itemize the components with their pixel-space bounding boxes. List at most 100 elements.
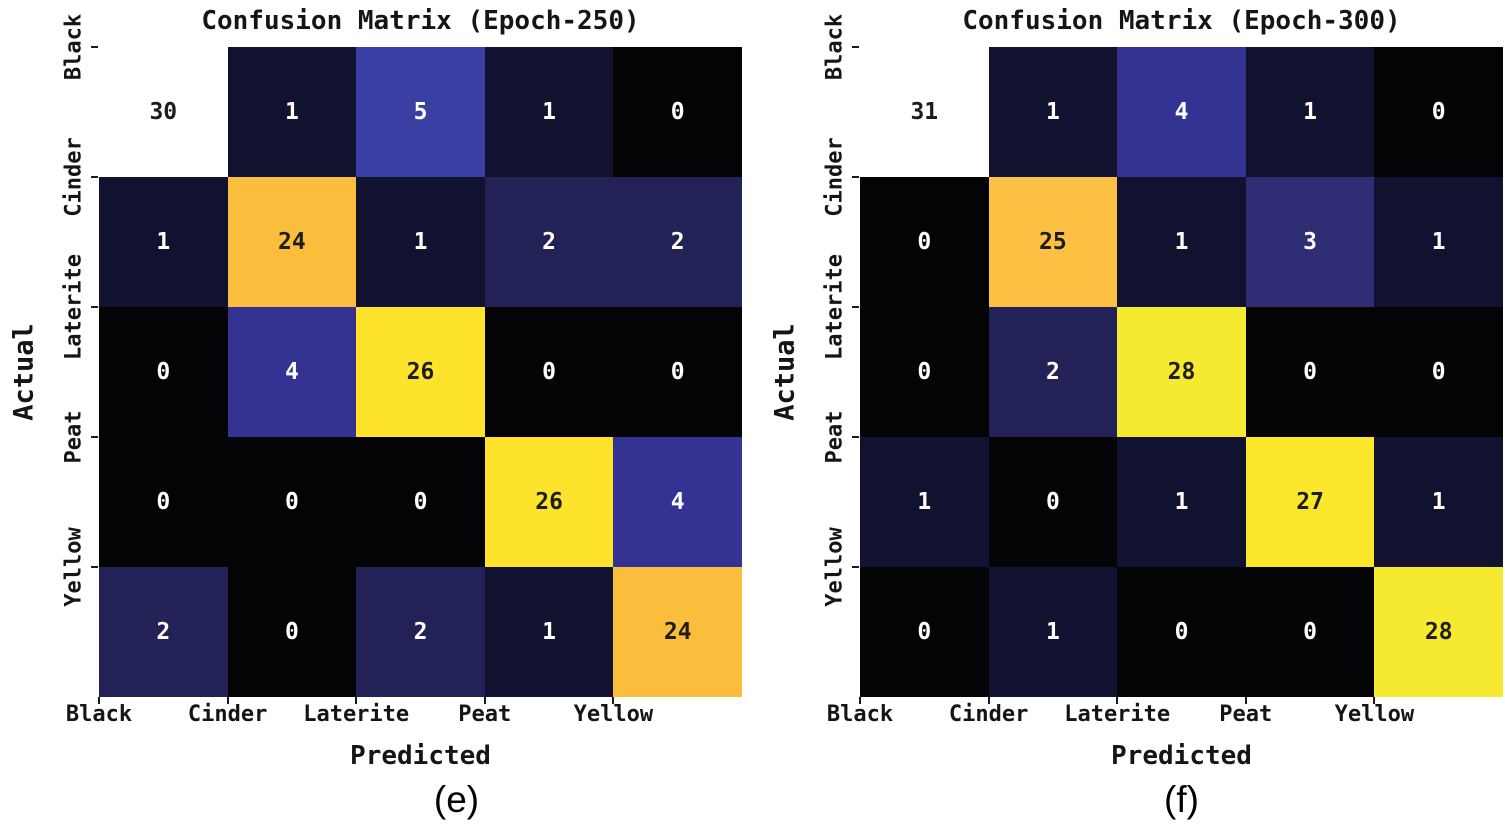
matrix-cell: 0	[227, 437, 357, 567]
x-tick	[859, 697, 861, 704]
matrix-cell: 1	[1245, 47, 1375, 177]
x-axis-title: Predicted	[1111, 741, 1252, 771]
y-tick	[91, 176, 98, 178]
matrix-cell: 2	[613, 177, 742, 307]
matrix-cell: 25	[988, 177, 1118, 307]
y-tick-label: Laterite	[822, 254, 848, 360]
matrix-cell: 1	[988, 567, 1118, 697]
plot-title: Confusion Matrix (Epoch-300)	[962, 6, 1401, 36]
y-ticks	[91, 46, 99, 697]
x-tick-label: Cinder	[948, 702, 1029, 727]
matrix-cell: 0	[99, 437, 228, 567]
matrix-cell: 1	[227, 47, 357, 177]
y-tick-label: Peat	[822, 410, 848, 464]
matrix-cell: 1	[988, 47, 1118, 177]
x-tick	[987, 697, 990, 704]
matrix-cell: 27	[1245, 437, 1375, 567]
matrix-cell: 1	[356, 177, 485, 307]
y-tick-label: Peat	[61, 410, 87, 464]
y-tick-label: Laterite	[61, 254, 87, 360]
matrix-cell: 1	[860, 437, 989, 567]
subfigure-caption: (e)	[433, 779, 480, 820]
subfigure-caption: (f)	[1164, 779, 1199, 820]
matrix-cell: 24	[613, 567, 742, 697]
y-tick	[91, 566, 98, 568]
x-ticks	[98, 697, 742, 705]
y-tick	[852, 46, 859, 48]
x-tick-label: Laterite	[1064, 702, 1171, 727]
matrix-cell: 4	[227, 307, 357, 437]
x-tick	[355, 697, 358, 704]
matrix-cell: 3	[1245, 177, 1375, 307]
y-tick	[852, 306, 859, 308]
x-tick	[483, 697, 486, 704]
y-tick	[852, 566, 859, 568]
matrix-cell: 26	[356, 307, 485, 437]
x-tick	[1116, 697, 1119, 704]
matrix-cell: 0	[99, 307, 228, 437]
matrix-cell: 0	[1245, 307, 1375, 437]
x-tick-labels: Black Cinder Laterite Peat Yellow	[827, 702, 1503, 730]
x-tick-label: Peat	[458, 702, 512, 727]
matrix-cell: 1	[1374, 177, 1503, 307]
x-tick-label: Black	[65, 702, 133, 727]
matrix-cell: 0	[484, 307, 614, 437]
y-tick-label: Black	[822, 13, 848, 81]
matrix-cell: 4	[613, 437, 742, 567]
matrix-cell: 26	[484, 437, 614, 567]
x-tick-label: Laterite	[303, 702, 410, 727]
matrix-cell: 0	[988, 437, 1118, 567]
x-tick-label: Cinder	[187, 702, 268, 727]
x-tick-label: Black	[826, 702, 894, 727]
y-tick-label: Black	[61, 13, 87, 81]
matrix-cell: 0	[860, 567, 989, 697]
y-tick	[852, 176, 859, 178]
x-tick	[1244, 697, 1247, 704]
y-tick-label: Cinder	[822, 137, 848, 217]
matrix-cell: 0	[1117, 567, 1246, 697]
matrix-cell: 28	[1374, 567, 1503, 697]
x-ticks	[859, 697, 1503, 705]
x-tick	[98, 697, 100, 704]
matrix-cell: 0	[613, 307, 742, 437]
matrix-cell: 1	[99, 177, 228, 307]
matrix-cell: 2	[99, 567, 228, 697]
y-tick	[91, 46, 98, 48]
matrix-cell: 31	[860, 47, 989, 177]
matrix-cell: 1	[1374, 437, 1503, 567]
matrix-cell: 1	[484, 47, 614, 177]
matrix-cell: 0	[613, 47, 742, 177]
matrix-cell: 24	[227, 177, 357, 307]
x-tick-label: Peat	[1219, 702, 1273, 727]
y-ticks	[852, 46, 860, 697]
x-tick-labels: Black Cinder Laterite Peat Yellow	[66, 702, 742, 730]
matrix-cell: 0	[860, 177, 989, 307]
plot-title: Confusion Matrix (Epoch-250)	[201, 6, 640, 36]
matrix-cell: 5	[356, 47, 485, 177]
x-tick-label: Yellow	[1334, 702, 1415, 727]
matrix-cell: 0	[1374, 307, 1503, 437]
y-tick-labels: Black Cinder Laterite Peat Yellow	[0, 14, 99, 697]
y-tick	[852, 436, 859, 438]
y-tick	[91, 306, 98, 308]
x-tick	[612, 697, 615, 704]
panel-epoch-300: Confusion Matrix (Epoch-300) Actual Blac…	[761, 0, 1503, 839]
matrix-cell: 0	[227, 567, 357, 697]
matrix-cell: 0	[1374, 47, 1503, 177]
matrix-cell: 1	[484, 567, 614, 697]
x-tick-label: Yellow	[573, 702, 654, 727]
heatmap-grid: 31 1 4 1 0 0 25 1 3 1 0 2 28 0 0 1 0 1 27 1 0 1 0 0 28	[860, 47, 1503, 697]
matrix-cell: 28	[1117, 307, 1246, 437]
matrix-cell: 1	[1117, 437, 1246, 567]
matrix-cell: 1	[1117, 177, 1246, 307]
y-tick-label: Yellow	[822, 527, 848, 607]
matrix-cell: 30	[99, 47, 228, 177]
matrix-cell: 4	[1117, 47, 1246, 177]
y-tick-labels: Black Cinder Laterite Peat Yellow	[761, 14, 860, 697]
matrix-cell: 0	[1245, 567, 1375, 697]
x-tick	[226, 697, 229, 704]
y-tick-label: Cinder	[61, 137, 87, 217]
x-axis-title: Predicted	[350, 741, 491, 771]
panel-epoch-250: Confusion Matrix (Epoch-250) Actual Blac…	[0, 0, 742, 839]
